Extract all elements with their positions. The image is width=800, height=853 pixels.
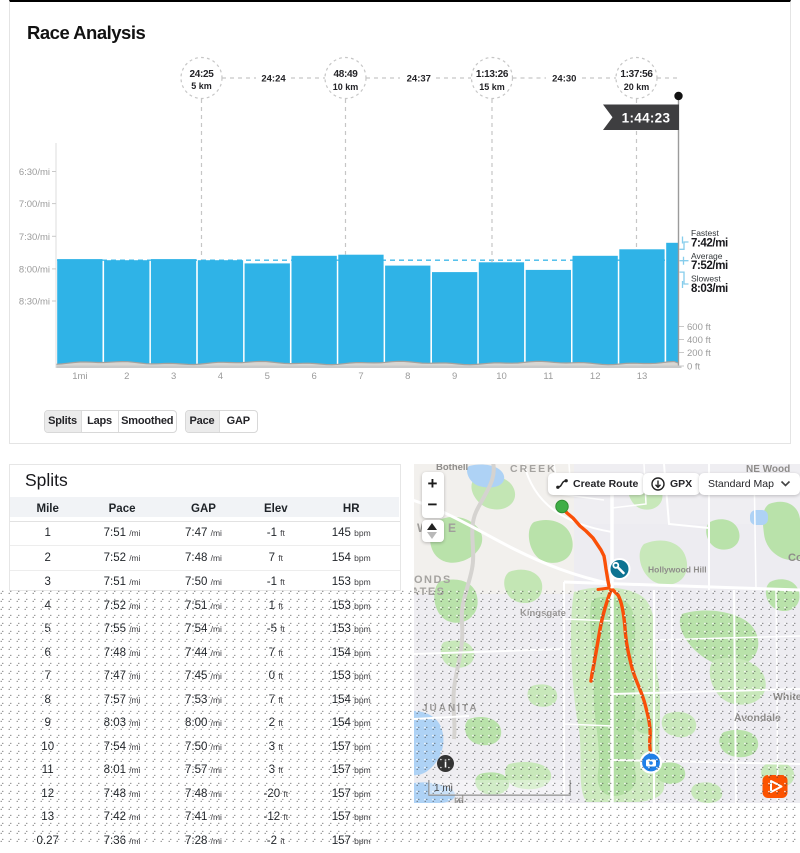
svg-text:8:30/mi: 8:30/mi <box>19 297 50 308</box>
svg-text:24:25: 24:25 <box>189 69 214 80</box>
svg-text:9: 9 <box>452 371 457 382</box>
svg-text:200 ft: 200 ft <box>687 348 711 359</box>
svg-text:i: i <box>444 758 447 770</box>
svg-text:20 km: 20 km <box>624 82 650 92</box>
svg-text:JUANITA: JUANITA <box>422 703 479 714</box>
svg-text:48:49: 48:49 <box>333 69 358 80</box>
svg-text:1:44:23: 1:44:23 <box>622 110 671 125</box>
svg-text:24:24: 24:24 <box>261 74 286 85</box>
svg-text:8:00/mi: 8:00/mi <box>19 264 50 275</box>
svg-text:CREEK: CREEK <box>510 464 557 475</box>
svg-text:NE Wood: NE Wood <box>746 464 790 475</box>
svg-text:1mi: 1mi <box>72 371 87 382</box>
svg-text:Cot: Cot <box>788 552 800 564</box>
svg-text:7:42/mi: 7:42/mi <box>691 238 728 250</box>
svg-text:5: 5 <box>265 371 270 382</box>
svg-text:600 ft: 600 ft <box>687 322 711 333</box>
svg-text:White: White <box>773 691 800 703</box>
svg-text:10 km: 10 km <box>333 82 359 92</box>
svg-text:m: m <box>456 797 464 803</box>
svg-text:1:37:56: 1:37:56 <box>620 69 653 80</box>
svg-text:12: 12 <box>590 371 601 382</box>
svg-text:ONDS: ONDS <box>414 574 452 586</box>
svg-text:2: 2 <box>124 371 129 382</box>
svg-text:Hollywood Hill: Hollywood Hill <box>648 564 707 574</box>
svg-text:13: 13 <box>637 371 648 382</box>
svg-text:5 km: 5 km <box>191 81 212 91</box>
svg-text:24:37: 24:37 <box>407 74 431 85</box>
svg-text:24:30: 24:30 <box>552 74 576 85</box>
svg-text:6:30/mi: 6:30/mi <box>19 167 50 178</box>
svg-text:4: 4 <box>218 371 223 382</box>
svg-text:Avondale: Avondale <box>734 712 781 724</box>
svg-text:8:03/mi: 8:03/mi <box>691 283 728 295</box>
svg-text:400 ft: 400 ft <box>687 335 711 346</box>
svg-text:1 mi: 1 mi <box>434 783 453 794</box>
svg-text:7:52/mi: 7:52/mi <box>691 260 728 272</box>
svg-text:0 ft: 0 ft <box>687 362 701 373</box>
svg-text:6: 6 <box>311 371 316 382</box>
svg-text:Fastest: Fastest <box>691 228 720 238</box>
svg-text:11: 11 <box>543 371 553 382</box>
svg-text:Average: Average <box>691 251 723 261</box>
svg-text:10: 10 <box>496 371 507 382</box>
svg-text:1:13:26: 1:13:26 <box>476 69 509 80</box>
svg-text:ATES: ATES <box>414 586 446 598</box>
svg-text:8: 8 <box>405 371 410 382</box>
svg-text:15 km: 15 km <box>479 82 505 92</box>
svg-text:7:00/mi: 7:00/mi <box>19 199 50 210</box>
svg-text:Bothell: Bothell <box>436 464 468 473</box>
svg-text:7: 7 <box>358 371 363 382</box>
svg-text:Kingsgate: Kingsgate <box>520 608 566 619</box>
svg-text:7:30/mi: 7:30/mi <box>19 232 50 243</box>
svg-text:Slowest: Slowest <box>691 274 721 284</box>
svg-text:3: 3 <box>171 371 176 382</box>
svg-text:E: E <box>448 521 456 535</box>
